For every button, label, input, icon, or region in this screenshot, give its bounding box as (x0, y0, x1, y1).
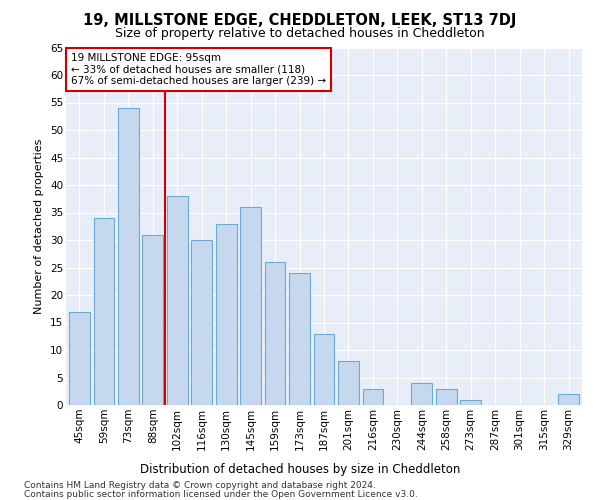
Bar (216, 224, 236, 405)
Bar (436, 388, 457, 405)
Bar (412, 383, 432, 405)
Bar (118, 108, 139, 405)
Text: 19, MILLSTONE EDGE, CHEDDLETON, LEEK, ST13 7DJ: 19, MILLSTONE EDGE, CHEDDLETON, LEEK, ST… (83, 12, 517, 28)
Bar (338, 361, 359, 405)
Bar (167, 196, 188, 405)
Text: Size of property relative to detached houses in Cheddleton: Size of property relative to detached ho… (115, 28, 485, 40)
Bar (94, 218, 114, 405)
Bar (289, 273, 310, 405)
Bar (142, 234, 163, 405)
Text: Distribution of detached houses by size in Cheddleton: Distribution of detached houses by size … (140, 462, 460, 475)
Y-axis label: Number of detached properties: Number of detached properties (34, 138, 44, 314)
Bar (191, 240, 212, 405)
Bar (240, 207, 261, 405)
Bar (362, 388, 383, 405)
Bar (314, 334, 334, 405)
Text: 19 MILLSTONE EDGE: 95sqm
← 33% of detached houses are smaller (118)
67% of semi-: 19 MILLSTONE EDGE: 95sqm ← 33% of detach… (71, 53, 326, 86)
Bar (558, 394, 579, 405)
Text: Contains public sector information licensed under the Open Government Licence v3: Contains public sector information licen… (24, 490, 418, 499)
Bar (460, 400, 481, 405)
Bar (69, 312, 90, 405)
Bar (265, 262, 286, 405)
Text: Contains HM Land Registry data © Crown copyright and database right 2024.: Contains HM Land Registry data © Crown c… (24, 481, 376, 490)
